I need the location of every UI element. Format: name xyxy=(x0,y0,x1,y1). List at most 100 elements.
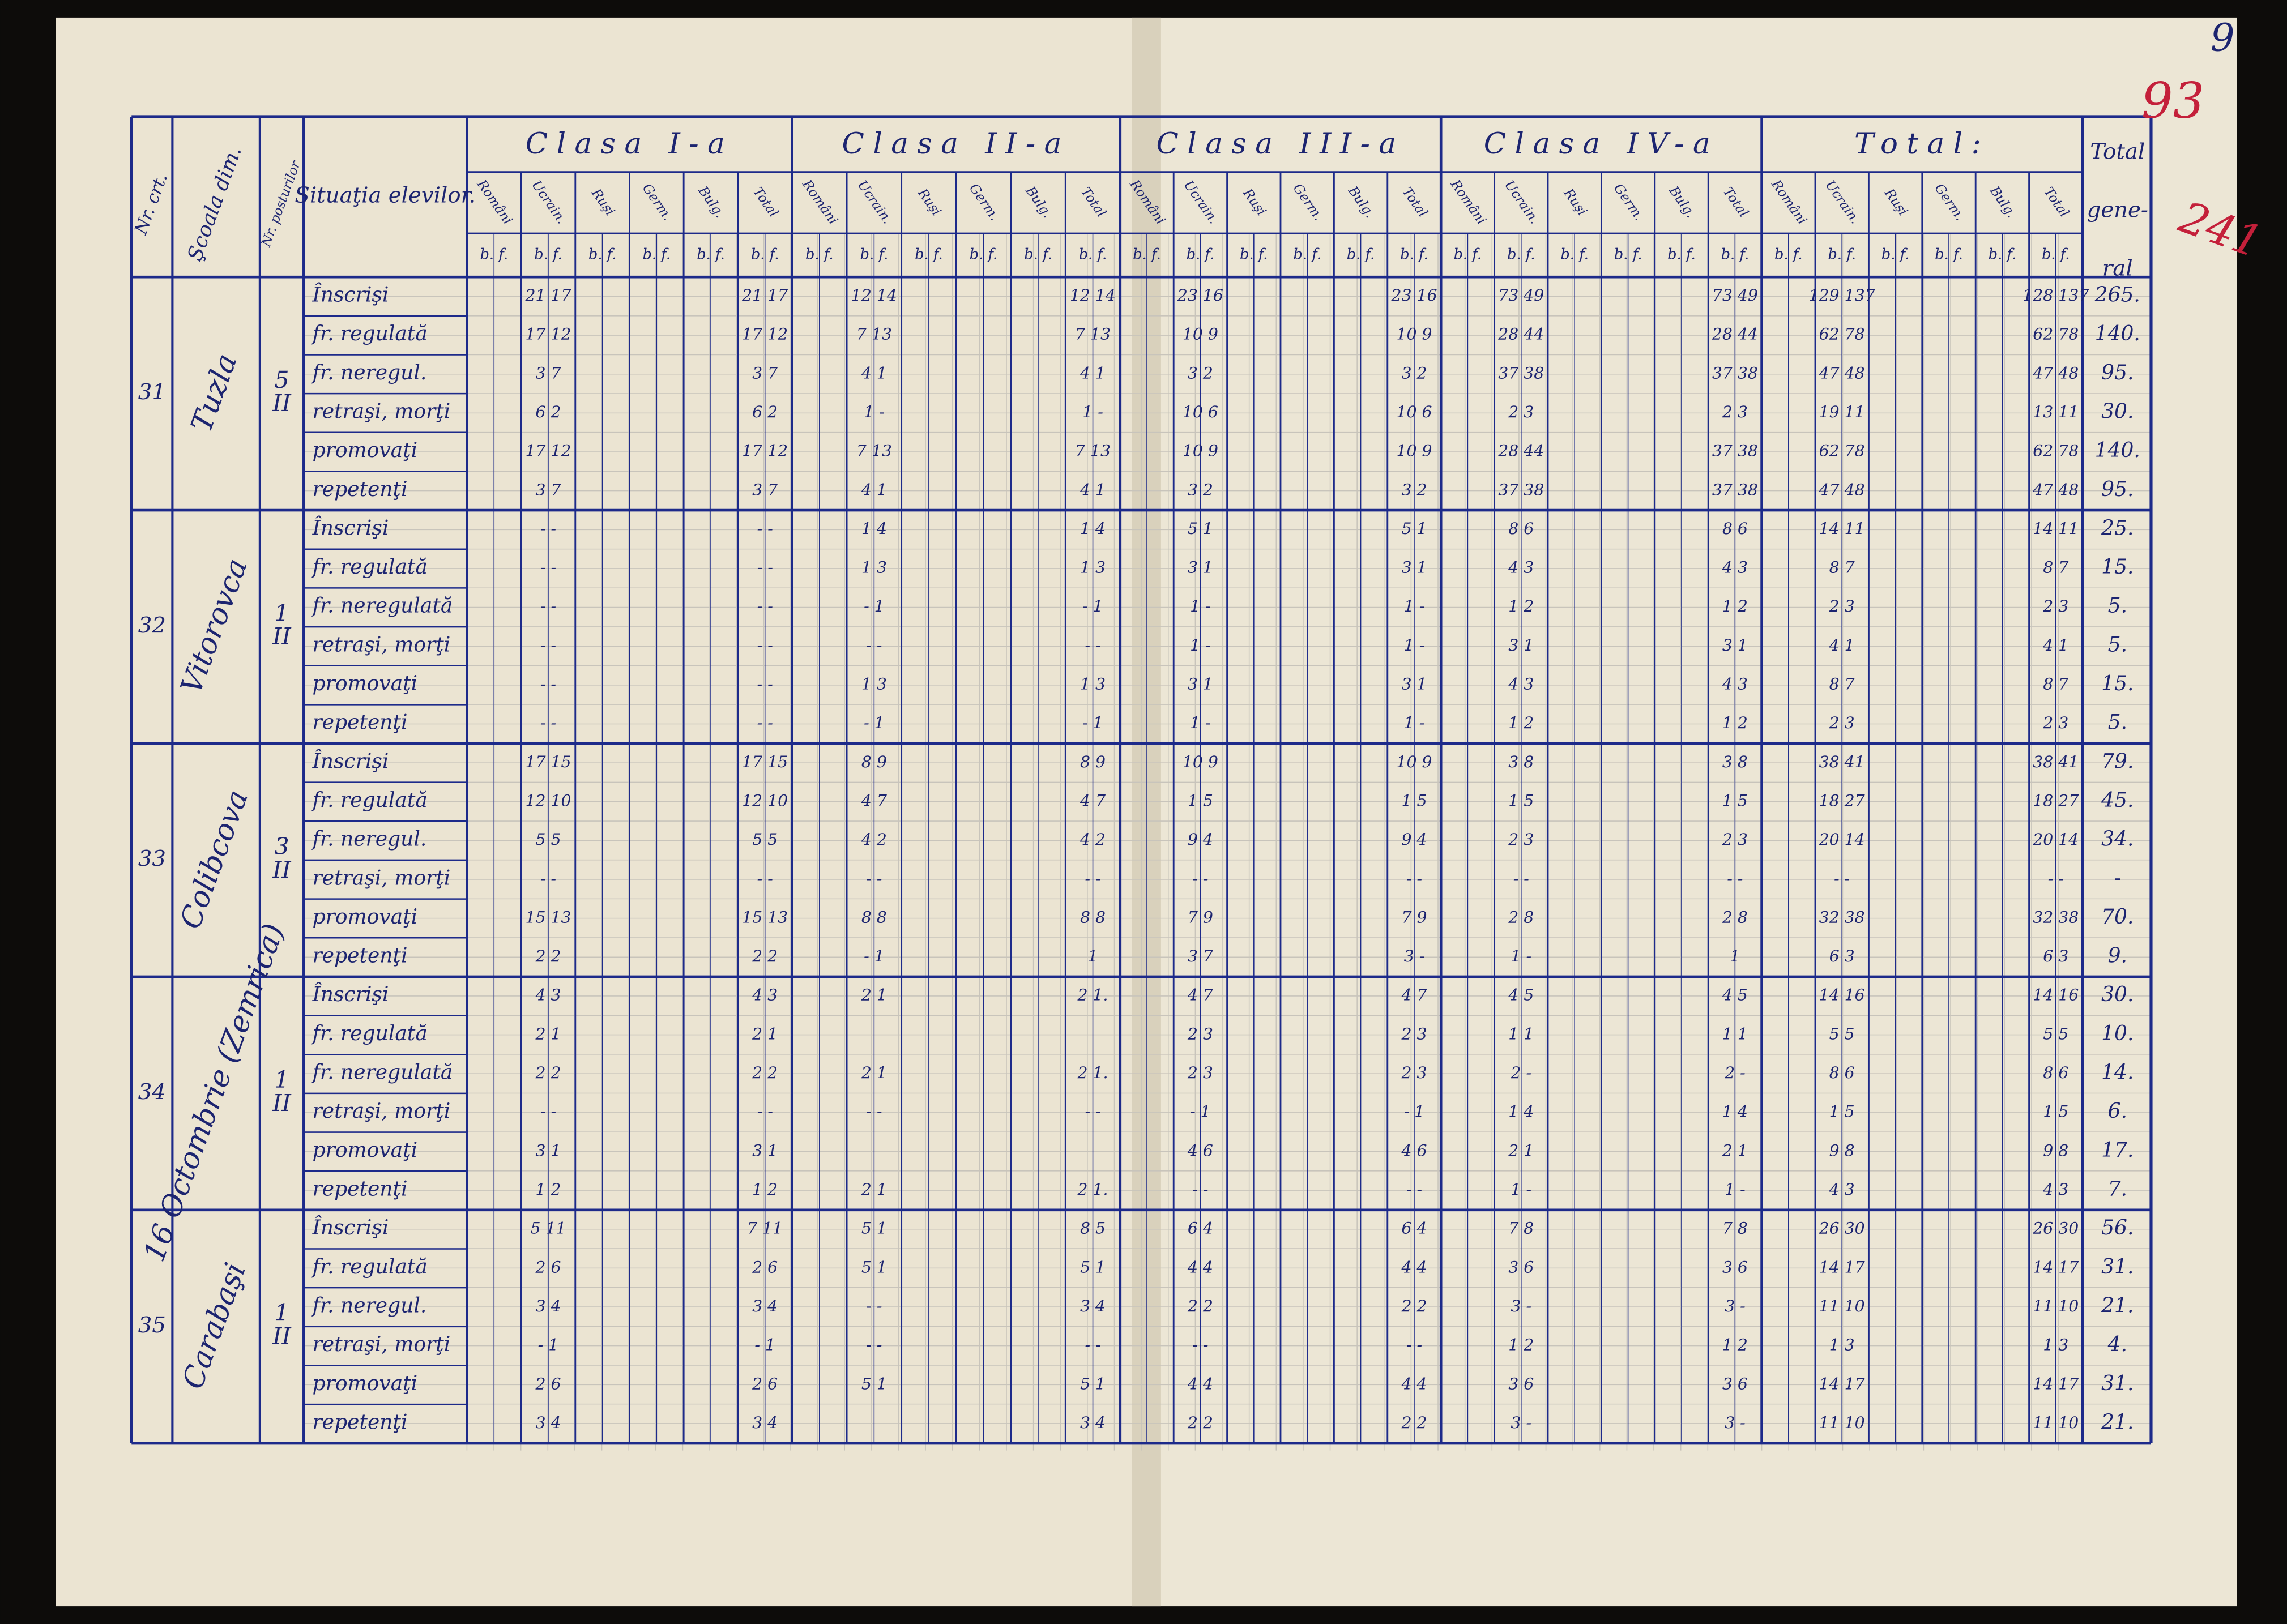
cell-value: - 1 xyxy=(1082,597,1103,616)
cell-value: 5 5 xyxy=(535,830,561,849)
sex-header: b. f. xyxy=(751,246,779,263)
cell-value: 1 5 xyxy=(1508,791,1534,810)
cell-value: - - xyxy=(540,597,556,616)
cell-value: 2 - xyxy=(1511,1063,1532,1082)
cell-value: 15 13 xyxy=(742,908,788,926)
situation-label: fr. regulată xyxy=(311,322,428,345)
cell-value: 3 7 xyxy=(752,364,778,382)
cell-value: 5 1 xyxy=(861,1219,887,1238)
sex-header: b. f. xyxy=(1454,246,1482,263)
general-value: 5. xyxy=(2108,633,2127,656)
cell-value: 12 10 xyxy=(525,791,571,810)
cell-value: 3 2 xyxy=(1401,480,1427,499)
school-posts: 1 xyxy=(274,600,289,627)
cell-value: 7 13 xyxy=(856,442,892,460)
cell-value: 1 - xyxy=(1404,636,1425,655)
cell-value: 9 8 xyxy=(1829,1141,1855,1160)
sex-header: b. f. xyxy=(1079,246,1107,263)
cell-value: 5 11 xyxy=(530,1219,566,1238)
school-posts: 5 xyxy=(274,366,289,394)
cell-value: 2 1 xyxy=(1722,1141,1748,1160)
cell-value: 8 5 xyxy=(1080,1219,1106,1238)
cell-value: 1 5 xyxy=(1722,791,1748,810)
sex-header: b. f. xyxy=(915,246,943,263)
cell-value: - - xyxy=(757,636,773,655)
cell-value: 11 10 xyxy=(1819,1297,1865,1315)
cell-value: 8 9 xyxy=(861,753,887,771)
cell-value: - 1 xyxy=(864,947,885,965)
class-header: Total: xyxy=(1854,127,1990,161)
cell-value: 1 4 xyxy=(861,519,887,538)
situation-label: Înscrişi xyxy=(312,982,389,1006)
cell-value: 26 30 xyxy=(2032,1219,2079,1238)
cell-value: 18 27 xyxy=(2033,791,2079,810)
cell-value: 7 8 xyxy=(1508,1219,1534,1238)
cell-value: 5 1 xyxy=(1080,1374,1106,1393)
cell-value: 17 15 xyxy=(525,753,571,771)
cell-value: 2 3 xyxy=(1187,1024,1213,1043)
cell-value: 1 3 xyxy=(1829,1336,1855,1354)
cell-value: 2 2 xyxy=(535,1063,561,1082)
cell-value: 4 3 xyxy=(1829,1180,1855,1199)
cell-value: - - xyxy=(1192,869,1208,888)
class-header: Clasa I-a xyxy=(526,127,733,161)
situation-label: Înscrişi xyxy=(312,1216,389,1240)
cell-value: 1 - xyxy=(1082,403,1103,421)
general-value: 30. xyxy=(2101,983,2134,1006)
cell-value: 6 4 xyxy=(1401,1219,1427,1238)
cell-value: 14 17 xyxy=(1819,1258,1865,1276)
cell-value: 38 41 xyxy=(2033,753,2079,771)
school-posts: 1 xyxy=(274,1300,289,1327)
cell-value: 20 14 xyxy=(2032,830,2079,849)
header-situation: Situaţia elevilor. xyxy=(295,183,476,208)
cell-value: 3 - xyxy=(1511,1297,1532,1315)
cell-value: 7 13 xyxy=(1075,325,1111,344)
cell-value: 3 7 xyxy=(535,364,561,382)
situation-label: promovaţi xyxy=(313,672,418,695)
cell-value: 2 3 xyxy=(2042,597,2068,616)
cell-value: 3 6 xyxy=(1722,1374,1748,1393)
general-value: 17. xyxy=(2101,1139,2134,1162)
cell-value: 28 44 xyxy=(1712,325,1758,344)
general-header: gene- xyxy=(2087,197,2148,223)
cell-value: 21 17 xyxy=(741,286,788,305)
cell-value: 17 12 xyxy=(742,442,788,460)
school-nr: 33 xyxy=(138,846,166,871)
general-value: 21. xyxy=(2101,1411,2134,1434)
cell-value: 4 3 xyxy=(752,986,778,1005)
general-value: 140. xyxy=(2095,439,2140,462)
cell-value: - - xyxy=(540,869,556,888)
cell-value: 17 12 xyxy=(742,325,788,344)
cell-value: 1 5 xyxy=(1829,1102,1855,1121)
cell-value: 1 xyxy=(1730,947,1740,965)
situation-label: retraşi, morţi xyxy=(313,633,451,656)
cell-value: 73 49 xyxy=(1712,286,1758,305)
cell-value: 9 4 xyxy=(1188,830,1213,849)
cell-value: 7 13 xyxy=(1075,442,1111,460)
cell-value: 128 137 xyxy=(2023,286,2089,305)
cell-value: 3 4 xyxy=(752,1297,778,1315)
cell-value: 32 38 xyxy=(2033,908,2079,926)
sex-header: b. f. xyxy=(697,246,725,263)
cell-value: 4 1 xyxy=(861,364,887,382)
cell-value: 14 11 xyxy=(1819,519,1865,538)
school-posts: II xyxy=(272,1089,291,1117)
cell-value: 1 5 xyxy=(1401,791,1427,810)
cell-value: 2 3 xyxy=(1722,403,1748,421)
general-value: 14. xyxy=(2101,1061,2134,1084)
cell-value: 10 9 xyxy=(1396,442,1432,460)
cell-value: - - xyxy=(1406,1336,1422,1354)
cell-value: - - xyxy=(1085,636,1100,655)
cell-value: 3 - xyxy=(1725,1413,1746,1432)
cell-value: - - xyxy=(1192,1336,1208,1354)
cell-value: - - xyxy=(540,675,556,694)
cell-value: 5 1 xyxy=(1188,519,1213,538)
cell-value: 4 7 xyxy=(1187,986,1213,1005)
cell-value: 1 3 xyxy=(2043,1336,2068,1354)
general-value: 15. xyxy=(2101,672,2134,695)
cell-value: 1 4 xyxy=(1080,519,1106,538)
cell-value: 1 - xyxy=(1190,636,1211,655)
general-value: 30. xyxy=(2101,400,2134,423)
cell-value: 8 7 xyxy=(2043,675,2068,694)
cell-value: 1 2 xyxy=(1722,597,1748,616)
